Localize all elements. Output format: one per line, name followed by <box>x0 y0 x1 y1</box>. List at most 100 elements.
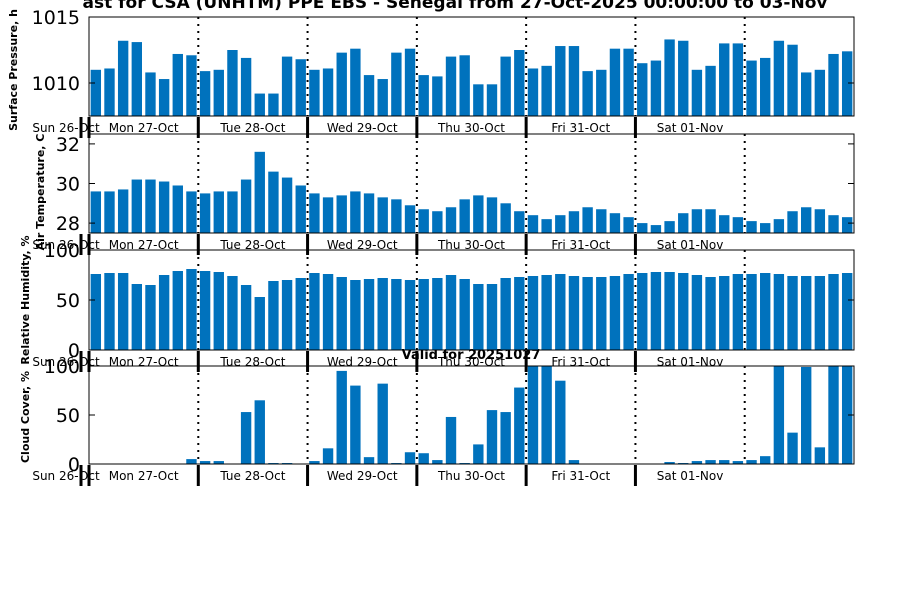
bar <box>117 273 129 350</box>
bar <box>555 46 566 116</box>
bar <box>186 459 197 464</box>
chart-panel-1: 1010 1015 Surface Pressure, h Sun 26-Oct Mon… <box>7 7 855 138</box>
bar <box>664 462 675 464</box>
bar <box>363 193 375 233</box>
bar <box>459 279 470 350</box>
bar <box>746 460 757 464</box>
bar <box>199 71 211 116</box>
bar <box>787 211 798 233</box>
bar <box>719 43 730 116</box>
bar <box>719 460 730 464</box>
bar <box>719 276 730 350</box>
x-day-label: Fri 31-Oct <box>551 121 610 135</box>
bar <box>336 370 347 464</box>
bar <box>486 197 498 233</box>
bar <box>213 69 224 116</box>
bar <box>760 456 771 464</box>
bar <box>828 274 839 350</box>
bar <box>568 46 580 116</box>
x-day-label: Thu 30-Oct <box>437 238 505 252</box>
bar <box>500 278 511 350</box>
x-day-label: Fri 31-Oct <box>551 469 610 483</box>
bar <box>363 279 375 350</box>
bar <box>377 79 388 116</box>
bar <box>650 60 662 116</box>
bar <box>650 225 662 233</box>
bar <box>309 461 320 464</box>
bar <box>773 40 785 117</box>
bar <box>336 52 347 116</box>
bar <box>186 55 197 116</box>
bar <box>609 213 621 233</box>
bar <box>664 272 675 350</box>
bar <box>104 68 115 116</box>
bar <box>691 209 703 233</box>
x-day-label: Mon 27-Oct <box>109 469 179 483</box>
bar <box>213 191 224 233</box>
bar <box>404 48 416 116</box>
bar <box>199 271 211 350</box>
y-tick-label: 50 <box>56 290 80 312</box>
bar <box>391 279 402 350</box>
bar <box>541 219 552 233</box>
y-tick-label: 100 <box>44 240 80 262</box>
bar <box>637 273 648 350</box>
bar <box>527 366 539 464</box>
bar <box>841 366 853 464</box>
bar <box>801 207 812 233</box>
bar <box>637 63 648 116</box>
bar <box>295 185 306 233</box>
bar <box>637 223 648 233</box>
bar <box>268 171 279 233</box>
bar <box>418 453 429 464</box>
bar <box>705 460 716 464</box>
bar <box>678 213 689 233</box>
y-axis-label: Surface Pressure, h <box>7 9 20 131</box>
bar <box>541 65 552 116</box>
bar <box>158 275 170 350</box>
bar <box>377 278 388 350</box>
bar <box>391 52 402 116</box>
bar <box>719 215 730 233</box>
bar <box>555 274 566 350</box>
bar <box>322 448 334 464</box>
bar <box>801 366 812 464</box>
bar <box>527 68 539 116</box>
bar <box>814 276 826 350</box>
bar <box>691 275 703 350</box>
bar <box>678 40 689 117</box>
bar <box>158 181 170 233</box>
bar <box>623 48 634 116</box>
bar <box>732 43 744 116</box>
bar <box>773 366 785 464</box>
bar <box>268 93 279 116</box>
bar <box>828 366 839 464</box>
x-day-label: Thu 30-Oct <box>437 121 505 135</box>
bar <box>104 273 115 350</box>
bar <box>650 272 662 350</box>
bar <box>445 56 457 116</box>
bar <box>322 274 334 350</box>
bar <box>691 461 703 464</box>
chart-panel-4: 0 50 100 Cloud Cover, %Sun 26-Oct Mon 27-Oct… <box>19 356 855 486</box>
bar <box>199 461 211 464</box>
bar <box>514 387 525 464</box>
bar <box>432 278 443 350</box>
bar <box>746 274 757 350</box>
bar <box>172 185 183 233</box>
bar <box>527 215 539 233</box>
bar <box>500 56 511 116</box>
bar <box>254 400 265 464</box>
bar <box>418 279 429 350</box>
x-day-label: Wed 29-Oct <box>327 355 398 369</box>
bar <box>555 215 566 233</box>
bar <box>459 55 470 116</box>
bar <box>295 278 306 350</box>
bar <box>186 269 197 350</box>
y-tick-label: 50 <box>56 405 80 427</box>
y-tick-label: 0 <box>68 454 80 476</box>
x-day-label: Tue 28-Oct <box>219 238 285 252</box>
bar <box>705 65 716 116</box>
